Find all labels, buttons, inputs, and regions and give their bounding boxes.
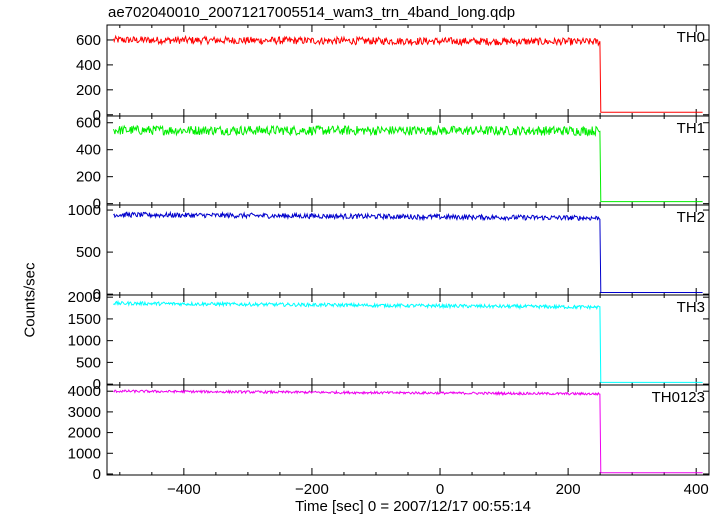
panel-label-th1: TH1 xyxy=(677,120,705,137)
panel-label-th0: TH0 xyxy=(677,29,705,46)
panel-frame-th0123 xyxy=(106,384,710,476)
y-tick-label-th0: 0 xyxy=(93,107,101,124)
y-tick-label-th0: 600 xyxy=(76,32,101,49)
series-line-th2 xyxy=(113,210,703,293)
chart-title: ae702040010_20071217005514_wam3_trn_4ban… xyxy=(108,4,516,21)
x-tick-label: 0 xyxy=(436,481,444,498)
y-tick-label-th1: 600 xyxy=(76,115,101,132)
panel-label-th3: TH3 xyxy=(677,299,705,316)
y-tick-label-th0123: 0 xyxy=(93,466,101,483)
x-tick-label: −200 xyxy=(295,481,329,498)
y-tick-label-th3: 500 xyxy=(76,354,101,371)
series-line-th1 xyxy=(112,124,703,203)
y-tick-label-th0: 200 xyxy=(76,82,101,99)
y-tick-label-th0123: 3000 xyxy=(68,404,101,421)
y-tick-label-th0123: 2000 xyxy=(68,425,101,442)
series-line-th3 xyxy=(113,299,703,383)
y-tick-label-th1: 200 xyxy=(76,169,101,186)
y-tick-label-th3: 1000 xyxy=(68,333,101,350)
y-tick-label-th1: 400 xyxy=(76,142,101,159)
y-tick-label-th3: 0 xyxy=(93,376,101,393)
panel-frame-th2 xyxy=(106,204,710,296)
y-tick-label-th3: 2000 xyxy=(68,289,101,306)
x-tick-label: −400 xyxy=(167,481,201,498)
series-line-th0123 xyxy=(113,389,703,474)
y-tick-label-th2: 0 xyxy=(93,286,101,303)
y-tick-label-th1: 0 xyxy=(93,196,101,213)
panel-label-th0123: TH0123 xyxy=(652,389,705,406)
x-axis-label: Time [sec] 0 = 2007/12/17 00:55:14 xyxy=(295,498,531,515)
x-tick-label: 200 xyxy=(556,481,581,498)
y-tick-label-th2: 500 xyxy=(76,244,101,261)
y-tick-label-th0123: 1000 xyxy=(68,445,101,462)
x-tick-label: 400 xyxy=(684,481,709,498)
y-tick-label-th0123: 4000 xyxy=(68,383,101,400)
panel-frame-th1 xyxy=(106,115,710,206)
panel-label-th2: TH2 xyxy=(677,209,705,226)
y-tick-label-th0: 400 xyxy=(76,57,101,74)
series-line-th0 xyxy=(112,34,703,113)
y-tick-label-th2: 1000 xyxy=(68,202,101,219)
panel-frame-th3 xyxy=(106,294,710,386)
y-tick-label-th3: 1500 xyxy=(68,311,101,328)
